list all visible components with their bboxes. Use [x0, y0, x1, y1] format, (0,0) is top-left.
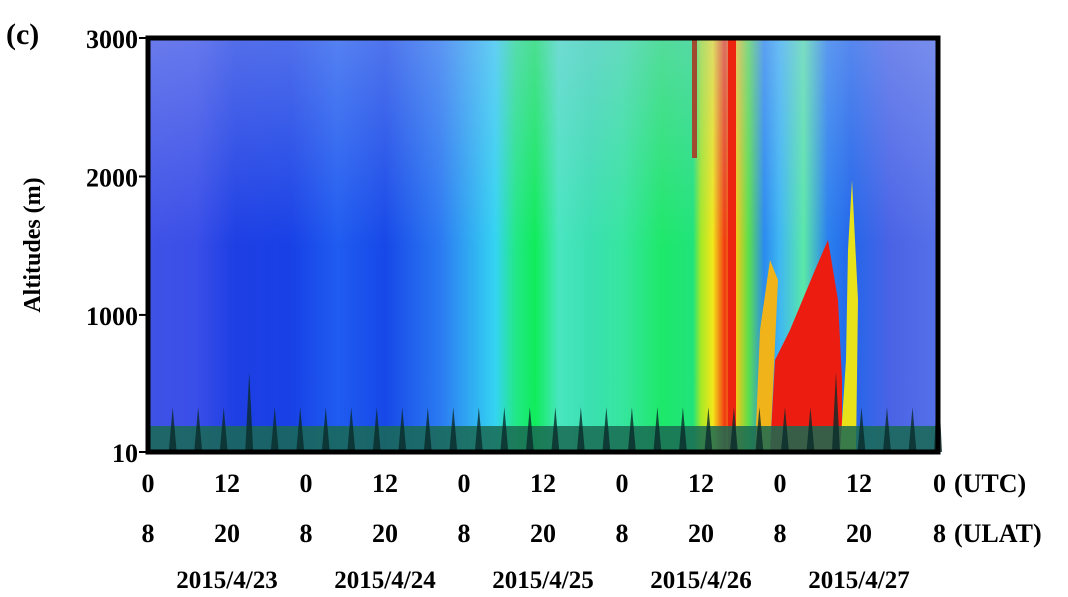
- surface-spike: [831, 372, 840, 452]
- date-label: 2015/4/25: [492, 567, 593, 594]
- surface-spike: [704, 407, 713, 452]
- surface-spike: [474, 407, 483, 452]
- utc-axis-label: (UTC): [954, 469, 1026, 498]
- y-tick-label: 2000: [86, 163, 138, 192]
- x-tick-utc: 12: [530, 469, 556, 498]
- surface-spike: [245, 372, 254, 452]
- y-tick-label: 10: [112, 439, 138, 468]
- x-tick-utc: 0: [616, 469, 629, 498]
- yellow-edge: [840, 180, 858, 452]
- surface-spike: [398, 407, 407, 452]
- yellow-strip: [755, 260, 778, 452]
- ulat-axis-label: (ULAT): [954, 519, 1042, 548]
- surface-spike: [576, 407, 585, 452]
- x-tick-utc: 0: [933, 469, 946, 498]
- x-tick-ulat: 8: [142, 519, 155, 548]
- surface-spike: [627, 407, 636, 452]
- x-tick-utc: 12: [214, 469, 240, 498]
- surface-spike: [551, 407, 560, 452]
- surface-spike: [321, 407, 330, 452]
- x-ticks-utc: 0 12 0 12 0 12 0 12 0 12 0: [142, 469, 947, 498]
- x-ticks-ulat: 8 20 8 20 8 20 8 20 8 20 8: [142, 519, 947, 548]
- surface-spikes: [168, 372, 942, 452]
- x-tick-utc: 0: [142, 469, 155, 498]
- surface-spike: [780, 407, 789, 452]
- x-tick-utc: 0: [774, 469, 787, 498]
- surface-layer: [148, 426, 938, 452]
- x-tick-ulat: 8: [774, 519, 787, 548]
- y-axis-label: Altitudes (m): [20, 177, 46, 312]
- x-tick-ulat: 20: [530, 519, 556, 548]
- surface-spike: [755, 407, 764, 452]
- surface-spike: [857, 407, 866, 452]
- y-ticks: 10 1000 2000 3000: [86, 25, 148, 468]
- red-plume: [770, 240, 842, 452]
- x-tick-utc: 12: [372, 469, 398, 498]
- surface-spike: [653, 407, 662, 452]
- x-tick-ulat: 20: [846, 519, 872, 548]
- surface-spike: [525, 407, 534, 452]
- date-label: 2015/4/26: [650, 567, 751, 594]
- surface-spike: [372, 407, 381, 452]
- surface-spike: [729, 407, 738, 452]
- red-streak: [728, 38, 736, 452]
- surface-spike: [219, 407, 228, 452]
- surface-spike: [908, 407, 917, 452]
- date-label: 2015/4/24: [334, 567, 436, 594]
- x-tick-utc: 0: [300, 469, 313, 498]
- x-tick-ulat: 20: [688, 519, 714, 548]
- date-labels: 2015/4/23 2015/4/24 2015/4/25 2015/4/26 2015…: [176, 567, 909, 594]
- plot-area: [145, 35, 942, 455]
- x-tick-ulat: 20: [372, 519, 398, 548]
- x-tick-utc: 12: [846, 469, 872, 498]
- surface-spike: [270, 407, 279, 452]
- surface-spike: [423, 407, 432, 452]
- y-tick-label: 3000: [86, 25, 138, 54]
- surface-spike: [168, 407, 177, 452]
- surface-spike: [449, 407, 458, 452]
- y-tick-label: 1000: [86, 302, 138, 331]
- panel-label: (c): [6, 18, 39, 51]
- surface-spike: [882, 407, 891, 452]
- x-tick-ulat: 20: [214, 519, 240, 548]
- x-tick-utc: 12: [688, 469, 714, 498]
- date-label: 2015/4/27: [808, 567, 909, 594]
- surface-spike: [678, 407, 687, 452]
- surface-spike: [194, 407, 203, 452]
- surface-spike: [347, 407, 356, 452]
- surface-spike: [806, 407, 815, 452]
- x-tick-ulat: 8: [458, 519, 471, 548]
- brown-streak: [692, 38, 697, 158]
- x-tick-utc: 0: [458, 469, 471, 498]
- plot-frame: [145, 35, 941, 455]
- surface-spike: [296, 407, 305, 452]
- x-tick-ulat: 8: [616, 519, 629, 548]
- x-tick-ulat: 8: [933, 519, 946, 548]
- surface-spike: [602, 407, 611, 452]
- x-tick-ulat: 8: [300, 519, 313, 548]
- surface-spike: [500, 407, 509, 452]
- date-label: 2015/4/23: [176, 567, 277, 594]
